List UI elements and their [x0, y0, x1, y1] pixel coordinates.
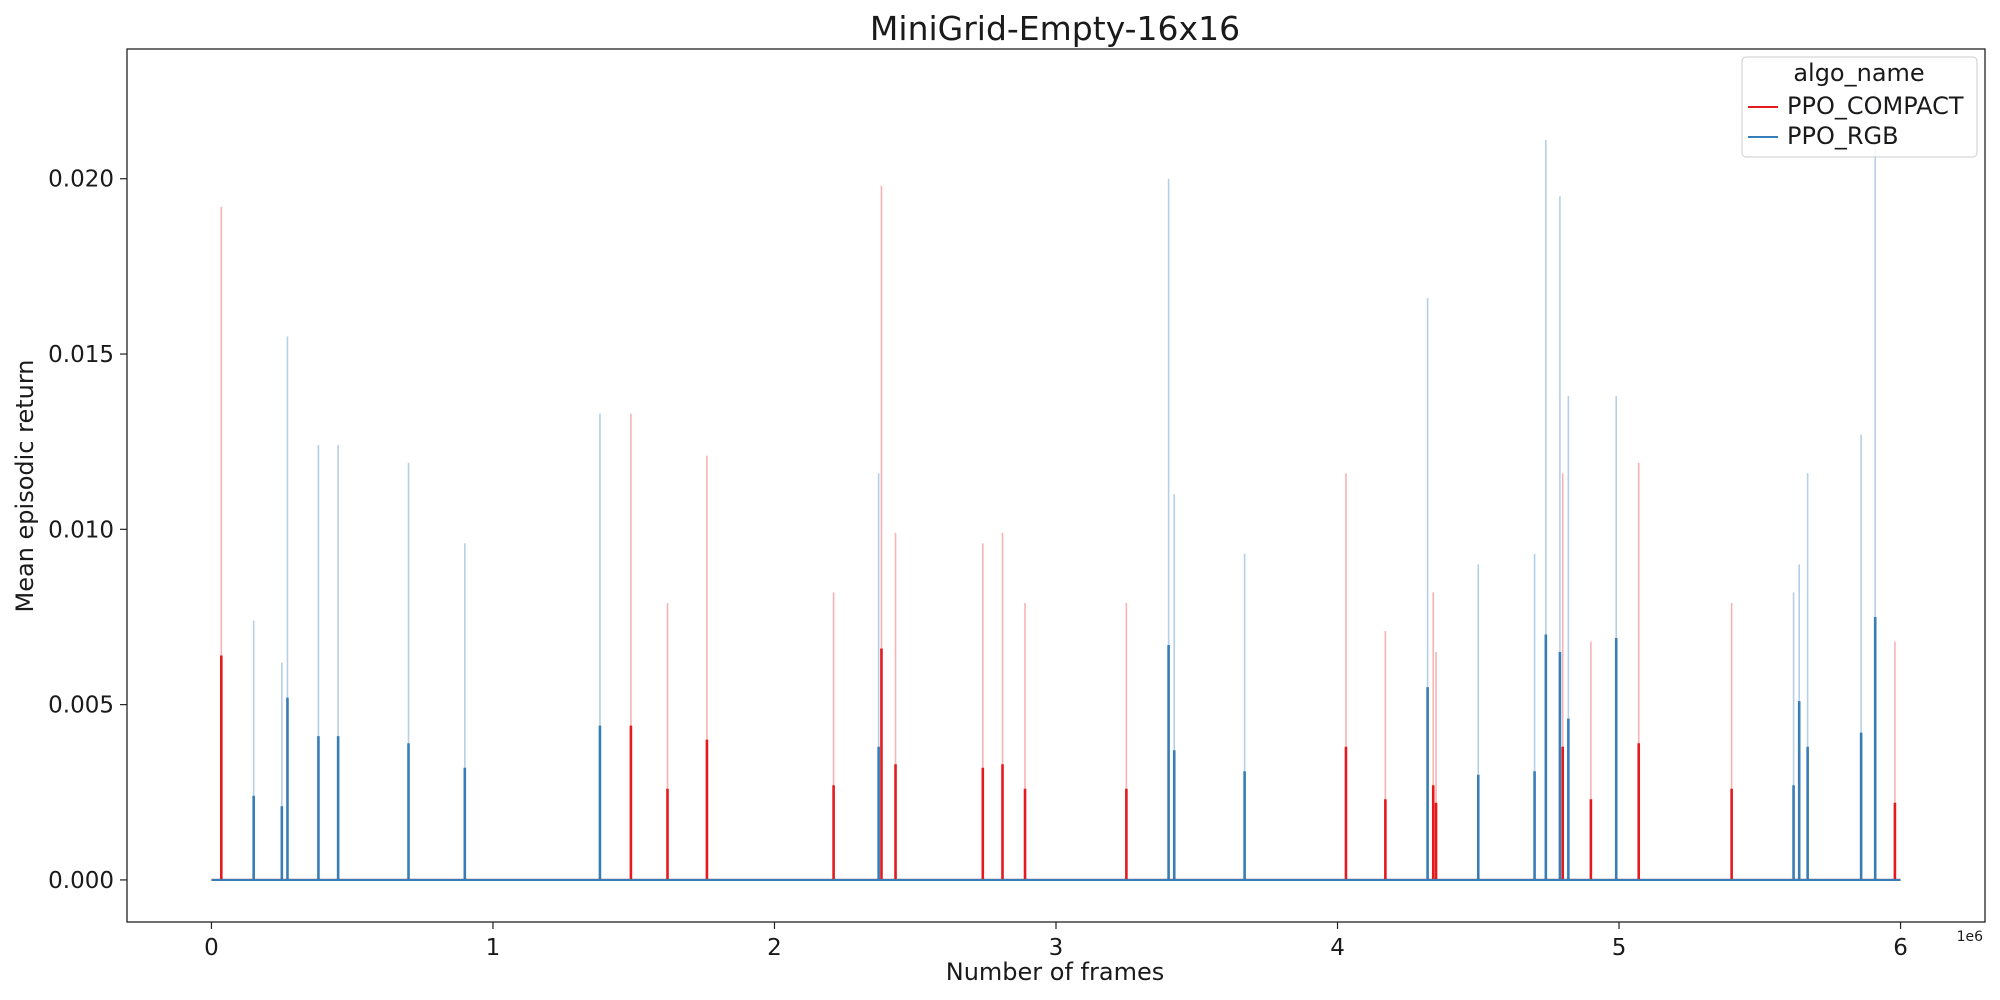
x-tick-label: 0	[204, 935, 219, 961]
series-mean-ppo-rgb	[252, 616, 1877, 880]
x-axis-offset-label: 1e6	[1957, 929, 1984, 945]
x-tick-label: 2	[767, 935, 782, 961]
y-tick-label: 0.020	[48, 167, 114, 193]
y-tick-label: 0.010	[48, 517, 114, 543]
plot-area	[211, 91, 1901, 882]
series-ppo-compact	[220, 185, 1896, 880]
y-tick-label: 0.005	[48, 693, 114, 719]
series-mean-ppo-compact	[220, 648, 1897, 880]
x-tick-label: 5	[1612, 935, 1627, 961]
y-axis-label: Mean episodic return	[11, 360, 39, 613]
legend-label-ppo-rgb: PPO_RGB	[1787, 122, 1899, 150]
x-tick-label: 4	[1330, 935, 1345, 961]
x-tick-label: 1	[486, 935, 501, 961]
x-axis: 0 1 2 3 4 5 6	[204, 922, 1908, 961]
x-tick-label: 3	[1049, 935, 1064, 961]
legend: algo_name PPO_COMPACT PPO_RGB	[1741, 56, 1978, 158]
series-ppo-rgb	[252, 91, 1877, 880]
chart-title: MiniGrid-Empty-16x16	[870, 9, 1240, 48]
legend-title: algo_name	[1793, 59, 1924, 87]
x-tick-label: 6	[1893, 935, 1908, 961]
y-tick-label: 0.015	[48, 342, 114, 368]
plot-frame	[126, 48, 1986, 923]
legend-box	[1741, 56, 1978, 158]
x-axis-label: Number of frames	[946, 958, 1164, 986]
y-tick-label: 0.000	[48, 868, 114, 894]
legend-label-ppo-compact: PPO_COMPACT	[1787, 92, 1964, 120]
y-axis: 0.000 0.005 0.010 0.015 0.020	[48, 167, 127, 894]
